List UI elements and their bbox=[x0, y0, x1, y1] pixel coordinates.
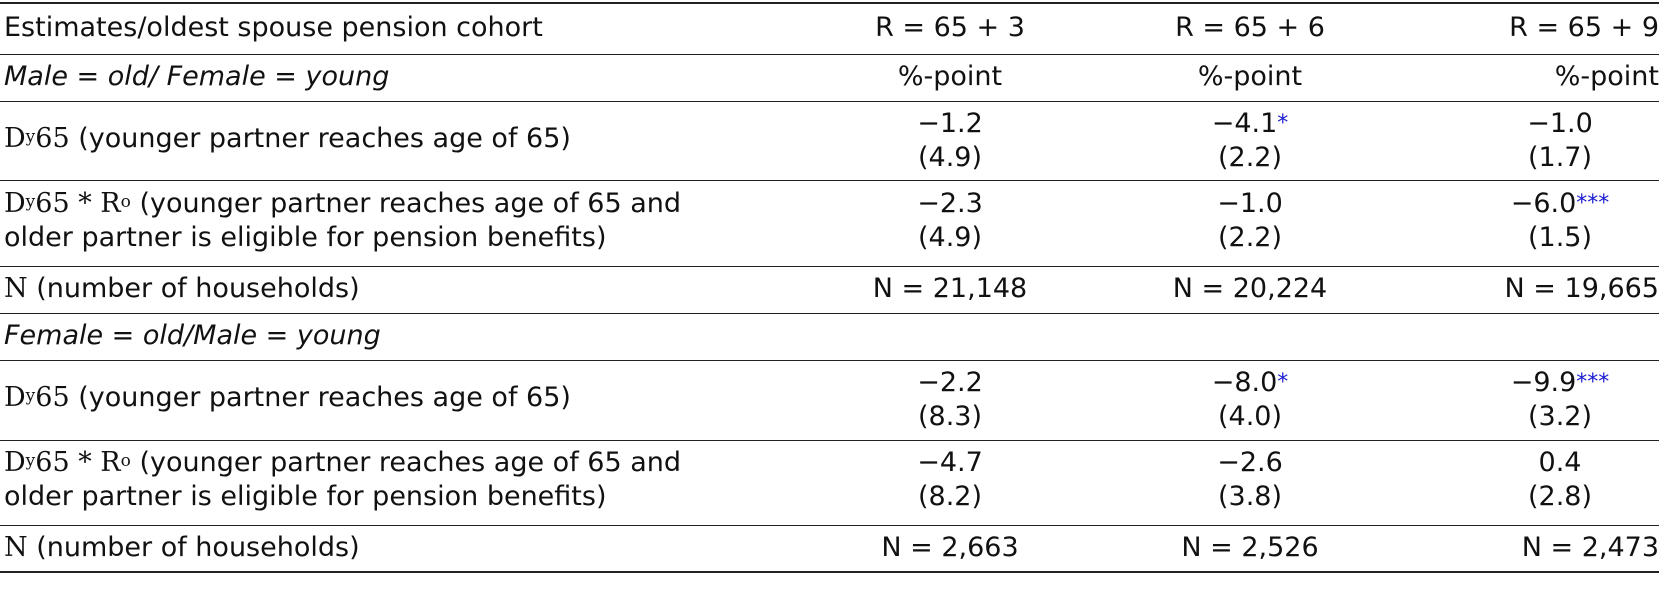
row-label-line2: older partner is eligible for pension be… bbox=[4, 222, 607, 253]
se-cell: (8.2) bbox=[917, 481, 982, 512]
se-cell: (2.2) bbox=[1217, 142, 1282, 173]
estimate-cell: −2.3 bbox=[917, 188, 983, 219]
n-cell: N = 2,663 bbox=[881, 532, 1019, 563]
estimate-cell: −1.2 bbox=[917, 108, 983, 139]
rule bbox=[0, 180, 1659, 181]
header-rule bbox=[0, 54, 1659, 55]
estimate-cell: −2.6 bbox=[1217, 447, 1283, 478]
se-cell: (4.9) bbox=[917, 222, 982, 253]
n-cell: N = 2,526 bbox=[1181, 532, 1319, 563]
row-label: Dy65 (younger partner reaches age of 65) bbox=[4, 123, 571, 154]
unit-label: %-point bbox=[1197, 61, 1303, 92]
se-cell: (4.0) bbox=[1217, 401, 1282, 432]
estimate-cell: −4.1* bbox=[1211, 108, 1289, 139]
n-cell: N = 2,473 bbox=[1521, 532, 1659, 563]
estimate-cell: −1.0 bbox=[1217, 188, 1283, 219]
estimate-cell: −4.7 bbox=[917, 447, 983, 478]
row-label: Dy65 * Ro (younger partner reaches age o… bbox=[4, 188, 682, 219]
rule bbox=[0, 101, 1659, 102]
se-cell: (3.8) bbox=[1217, 481, 1282, 512]
estimate-cell: −8.0* bbox=[1211, 367, 1289, 398]
estimate-cell: 0.4 bbox=[1538, 447, 1582, 478]
row-label: N (number of households) bbox=[4, 532, 360, 563]
column-header: R = 65 + 6 bbox=[1175, 12, 1325, 43]
se-cell: (2.8) bbox=[1527, 481, 1592, 512]
unit-label: %-point bbox=[1554, 61, 1659, 92]
estimate-cell: −6.0*** bbox=[1510, 188, 1610, 219]
estimate-cell: −2.2 bbox=[917, 367, 983, 398]
header-title: Estimates/oldest spouse pension cohort bbox=[4, 12, 543, 43]
rule bbox=[0, 525, 1659, 526]
row-label: Dy65 (younger partner reaches age of 65) bbox=[4, 382, 571, 413]
se-cell: (3.2) bbox=[1527, 401, 1592, 432]
n-cell: N = 20,224 bbox=[1172, 273, 1328, 304]
top-rule bbox=[0, 2, 1659, 4]
column-header: R = 65 + 9 bbox=[1509, 12, 1659, 43]
estimate-cell: −9.9*** bbox=[1510, 367, 1610, 398]
unit-label: %-point bbox=[897, 61, 1003, 92]
section-title: Female = old/Male = young bbox=[4, 320, 381, 351]
rule bbox=[0, 360, 1659, 361]
se-cell: (4.9) bbox=[917, 142, 982, 173]
se-cell: (8.3) bbox=[917, 401, 982, 432]
se-cell: (1.7) bbox=[1527, 142, 1592, 173]
rule bbox=[0, 440, 1659, 441]
n-cell: N = 21,148 bbox=[872, 273, 1028, 304]
n-cell: N = 19,665 bbox=[1504, 273, 1659, 304]
row-label-line2: older partner is eligible for pension be… bbox=[4, 481, 607, 512]
se-cell: (2.2) bbox=[1217, 222, 1282, 253]
row-label: N (number of households) bbox=[4, 273, 360, 304]
section-title: Male = old/ Female = young bbox=[4, 61, 390, 92]
bottom-rule bbox=[0, 571, 1659, 573]
rule bbox=[0, 266, 1659, 267]
row-label: Dy65 * Ro (younger partner reaches age o… bbox=[4, 447, 682, 478]
estimate-cell: −1.0 bbox=[1527, 108, 1593, 139]
rule bbox=[0, 313, 1659, 314]
column-header: R = 65 + 3 bbox=[875, 12, 1025, 43]
se-cell: (1.5) bbox=[1527, 222, 1592, 253]
